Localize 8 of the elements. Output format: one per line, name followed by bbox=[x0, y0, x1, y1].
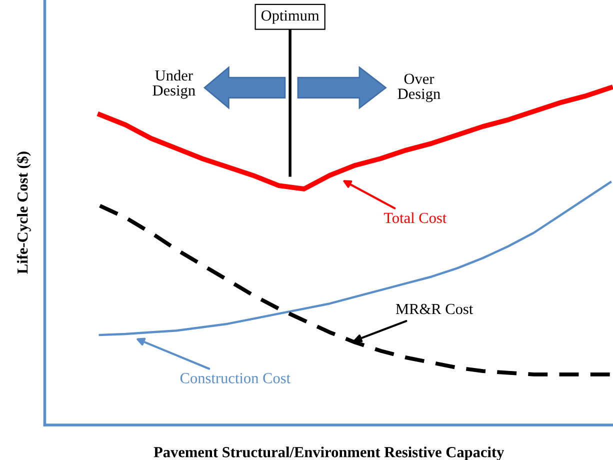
text: MR&R Cost bbox=[396, 304, 474, 314]
text: Optimum bbox=[261, 10, 320, 24]
legend-label: Construction Cost bbox=[180, 373, 290, 384]
legend-label: Total Cost bbox=[384, 212, 447, 224]
annotation: Over Design bbox=[398, 74, 440, 102]
y-axis-title: Life-Cycle Cost ($) bbox=[16, 152, 31, 274]
x-axis-title: Pavement Structural/Environment Resistive Capacity bbox=[154, 446, 504, 460]
annotation: Under Design bbox=[152, 70, 196, 99]
